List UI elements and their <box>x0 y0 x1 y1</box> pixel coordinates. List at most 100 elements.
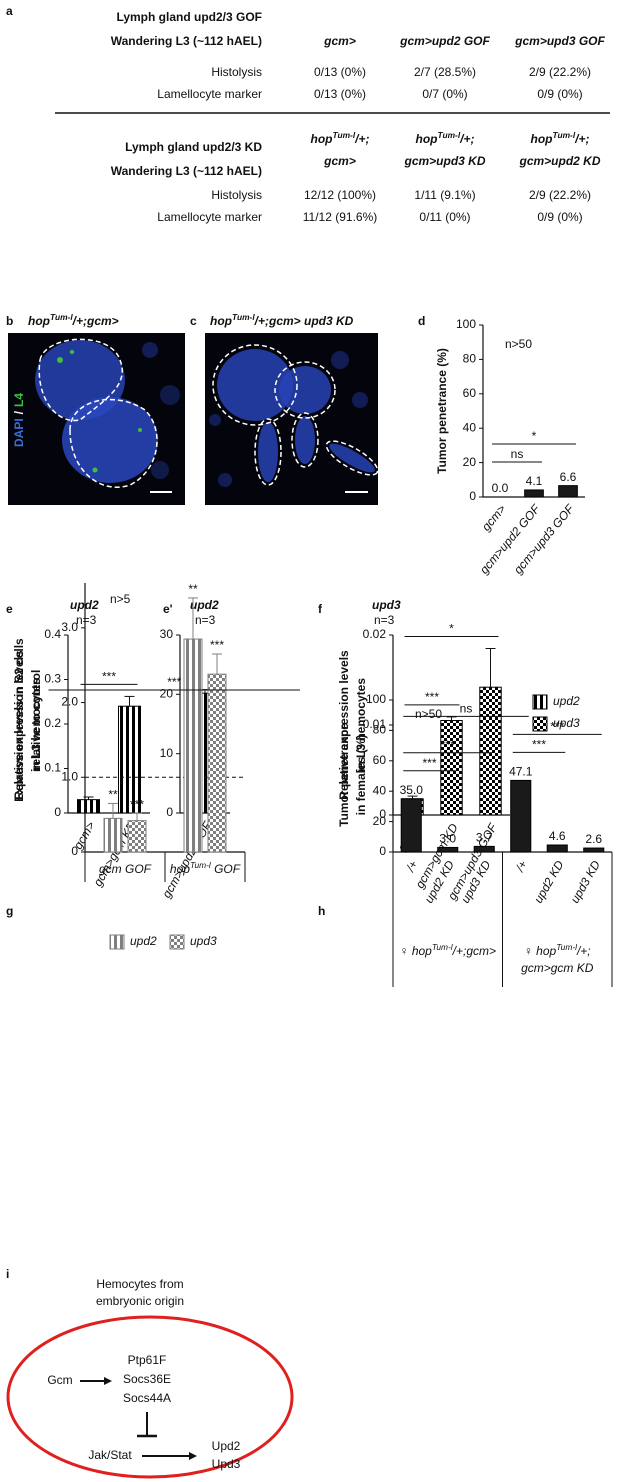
y-tick-label: 0.02 <box>363 627 387 641</box>
table-cell: 2/7 (28.5%) <box>414 65 476 79</box>
node-label: Ptp61F <box>128 1353 167 1367</box>
y-tick-label: 2.0 <box>61 695 78 709</box>
y-tick-label: 60 <box>373 753 387 767</box>
table-header: Lymph gland upd2/3 KD <box>125 140 262 154</box>
chart-title: upd3 <box>372 598 401 612</box>
text-part: hop <box>311 132 333 146</box>
table-cell: 12/12 (100%) <box>304 188 376 202</box>
y-axis-label: Relative expression levels <box>337 650 351 800</box>
y-tick-label: 80 <box>463 352 477 366</box>
significance-label: ** <box>188 582 198 596</box>
bar <box>583 847 605 853</box>
panel-label: d <box>418 314 425 328</box>
table-cell: 2/9 (22.2%) <box>529 65 591 79</box>
x-tick-label: gcm>upd2 GOF <box>477 501 543 576</box>
text-part: /+;gcm> <box>452 944 496 958</box>
y-tick-label: 0 <box>71 844 78 858</box>
annotation: n>5 <box>110 592 131 606</box>
y-tick-label: 3.0 <box>61 620 78 634</box>
x-tick-label: gcm> <box>479 502 509 534</box>
x-tick-label: upd3 KD <box>568 858 604 906</box>
column-header: gcm>upd3 KD <box>403 154 485 168</box>
x-tick-label: gcm>upd3 GOF <box>511 501 577 576</box>
x-tick-label: hopTum-l GOF <box>170 860 241 876</box>
annotation: n=3 <box>76 613 97 627</box>
bar <box>207 673 227 853</box>
annotation: n>50 <box>415 707 442 721</box>
panel-label: f <box>318 602 323 616</box>
table-cell: 0/13 (0%) <box>314 65 366 79</box>
text-part: GOF <box>211 862 241 876</box>
text-part: /+; <box>354 132 369 146</box>
y-tick-label: 1.0 <box>61 769 78 783</box>
y-tick-label: 0 <box>166 805 173 819</box>
row-label: Histolysis <box>211 65 262 79</box>
panel-label: e <box>6 602 13 616</box>
x-tick-label: gcm GOF <box>99 862 152 876</box>
table-cell: 0/13 (0%) <box>314 87 366 101</box>
y-tick-label: 0.3 <box>44 672 61 686</box>
y-tick-label: 100 <box>366 692 386 706</box>
y-axis-label: in L3 hemocytes <box>354 678 368 772</box>
x-tick-label: /+ <box>403 858 421 875</box>
significance-label: * <box>532 429 537 443</box>
stain-name: / <box>12 410 26 414</box>
panel-title: hopTum-l/+;gcm> upd3 KD <box>210 312 354 328</box>
legend-swatch <box>532 716 548 732</box>
node-label: Upd3 <box>212 1457 241 1471</box>
value-label: 3.0 <box>439 832 456 846</box>
significance-label: * <box>449 622 454 636</box>
value-label: 6.6 <box>560 470 577 484</box>
text-part: hop <box>170 862 190 876</box>
column-header: gcm> <box>323 154 356 168</box>
y-tick-label: 100 <box>456 317 476 331</box>
text-part: hop <box>28 314 50 328</box>
value-label: 2.6 <box>585 832 602 846</box>
annotation: n=3 <box>195 613 216 627</box>
row-label: Lamellocyte marker <box>157 210 262 224</box>
y-tick-label: 0.1 <box>44 761 61 775</box>
column-header: hopTum-l/+; <box>416 130 475 146</box>
table-cell: 1/11 (9.1%) <box>414 188 475 202</box>
bar <box>437 846 459 853</box>
table-header: Lymph gland upd2/3 GOF <box>116 10 262 24</box>
text-part: /+; <box>574 132 589 146</box>
annotation: n>50 <box>505 337 532 351</box>
group-label: gcm>gcm KD <box>521 961 594 975</box>
value-label: 4.6 <box>549 829 566 843</box>
y-tick-label: 0.2 <box>44 716 61 730</box>
superscript: Tum-l <box>333 130 356 140</box>
table-header: Wandering L3 (~112 hAEL) <box>111 164 262 178</box>
text-part: /+;gcm> <box>72 314 119 328</box>
stain-name: DAPI <box>12 418 26 447</box>
column-header: gcm>upd2 KD <box>518 154 600 168</box>
superscript: Tum-l <box>438 130 461 140</box>
y-axis-label: in L3 hemocytes <box>29 678 43 772</box>
bar <box>524 489 544 498</box>
table-header: Wandering L3 (~112 hAEL) <box>111 34 262 48</box>
legend-label: upd2 <box>553 694 580 708</box>
y-tick-label: 0 <box>54 805 61 819</box>
significance-label: *** <box>422 756 436 770</box>
bar <box>400 798 422 853</box>
node-label: Gcm <box>47 1373 72 1387</box>
x-tick-label: upd2 KD <box>531 858 567 906</box>
panel-label: b <box>6 314 13 328</box>
y-tick-label: 30 <box>160 627 174 641</box>
significance-label: *** <box>102 670 116 684</box>
row-label: Histolysis <box>211 188 262 202</box>
y-axis-label: relative to control <box>29 670 43 771</box>
table-cell: 2/9 (22.2%) <box>529 188 591 202</box>
significance-label: ** <box>108 788 118 802</box>
table-cell: 0/7 (0%) <box>422 87 467 101</box>
y-tick-label: 10 <box>160 746 174 760</box>
annotation: n=3 <box>374 613 395 627</box>
diagram-title: Hemocytes from <box>96 1277 183 1291</box>
y-axis-label: Relative expression levels <box>12 650 26 800</box>
y-tick-label: 0 <box>379 844 386 858</box>
column-header: gcm>upd2 GOF <box>399 34 490 48</box>
bar <box>510 779 532 853</box>
text-part: /+; <box>576 944 591 958</box>
x-tick-label: /+ <box>512 858 530 875</box>
